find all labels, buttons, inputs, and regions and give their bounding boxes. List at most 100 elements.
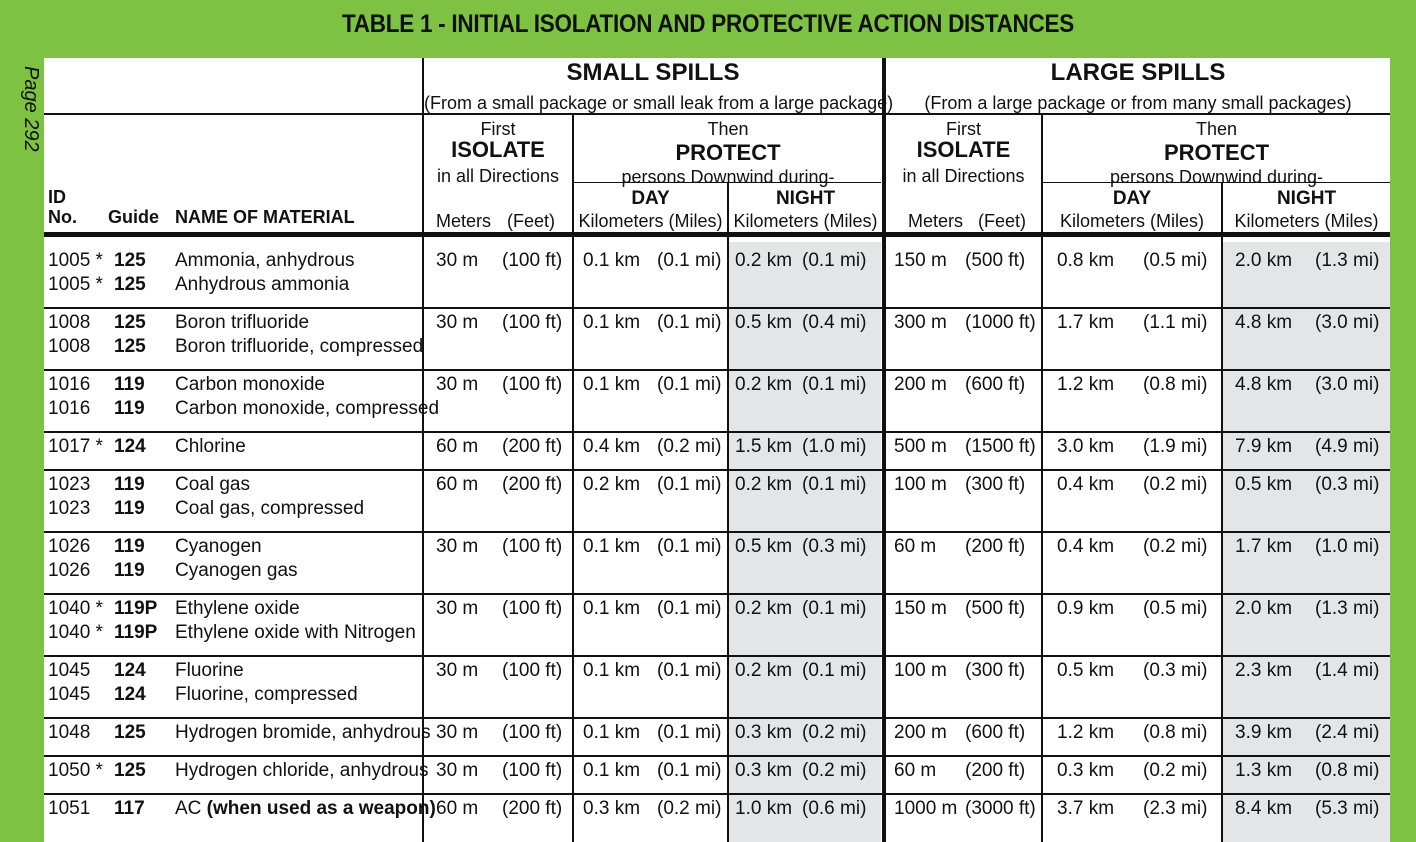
- large-day-km: 1.2 km: [1057, 722, 1115, 743]
- small-night-miles: (0.4 mi): [802, 312, 867, 333]
- small-day-miles: (0.1 mi): [657, 474, 722, 495]
- row-divider: [44, 793, 1390, 795]
- large-spills-subtitle: (From a large package or from many small…: [924, 93, 1352, 113]
- small-day-header: DAY: [631, 188, 670, 209]
- large-isolate-feet: (600 ft): [965, 722, 1026, 743]
- col-rule-small-isolate: [572, 115, 574, 842]
- large-night-km: 1.3 km: [1235, 760, 1293, 781]
- large-night-miles: (2.4 mi): [1315, 722, 1380, 743]
- small-night-miles: (0.1 mi): [802, 660, 867, 681]
- large-day-km: 1.2 km: [1057, 374, 1115, 395]
- small-isolate-feet: (200 ft): [502, 474, 563, 495]
- material-id: 1026: [48, 536, 91, 557]
- small-night-km: 0.3 km: [735, 760, 793, 781]
- row-divider: [44, 717, 1390, 719]
- large-night-km: 2.0 km: [1235, 250, 1293, 271]
- large-protect-rule: [1043, 182, 1390, 183]
- row-divider: [44, 755, 1390, 757]
- large-night-miles: (5.3 mi): [1315, 798, 1380, 819]
- guide-header: Guide: [108, 207, 160, 227]
- small-isolate-feet: (100 ft): [502, 312, 563, 333]
- material-id: 1040 *: [48, 598, 103, 619]
- large-isolate-feet: (200 ft): [965, 536, 1026, 557]
- small-isolate-meters: 60 m: [436, 436, 479, 457]
- large-day-header: DAY: [1112, 188, 1152, 209]
- col-rule-small-large: [882, 58, 886, 842]
- small-night-shade: [728, 242, 881, 842]
- guide-number: 125: [114, 250, 146, 271]
- small-persons-downwind: persons Downwind during-: [621, 167, 835, 187]
- small-day-km: 0.1 km: [583, 660, 641, 681]
- small-night-miles: (0.2 mi): [802, 722, 867, 743]
- large-day-miles: (1.9 mi): [1143, 436, 1208, 457]
- large-isolate-meters: 100 m: [894, 474, 947, 495]
- small-day-miles: (0.1 mi): [657, 374, 722, 395]
- large-isolate-meters: 200 m: [894, 722, 947, 743]
- large-isolate-feet: (500 ft): [965, 250, 1026, 271]
- small-night-miles: (0.6 mi): [802, 798, 867, 819]
- material-name: Carbon monoxide: [175, 374, 325, 395]
- small-night-km: 0.3 km: [735, 722, 793, 743]
- small-meters-header: Meters: [436, 211, 492, 231]
- col-rule-large-day: [1221, 182, 1223, 842]
- large-day-km: 3.7 km: [1057, 798, 1115, 819]
- small-isolate: ISOLATE: [451, 137, 545, 162]
- small-isolate-meters: 60 m: [436, 474, 479, 495]
- large-day-km: 0.5 km: [1057, 660, 1115, 681]
- material-name: Anhydrous ammonia: [175, 274, 350, 295]
- material-name: Boron trifluoride: [175, 312, 310, 333]
- large-night-miles: (1.3 mi): [1315, 598, 1380, 619]
- small-night-units: Kilometers (Miles): [733, 211, 878, 231]
- header-rule-top: [44, 113, 1390, 115]
- small-day-miles: (0.2 mi): [657, 436, 722, 457]
- small-night-miles: (0.2 mi): [802, 760, 867, 781]
- material-name-note: (when used as a weapon): [201, 798, 436, 819]
- large-day-km: 0.8 km: [1057, 250, 1115, 271]
- small-isolate-meters: 30 m: [436, 598, 479, 619]
- small-isolate-meters: 30 m: [436, 660, 479, 681]
- small-isolate-meters: 30 m: [436, 536, 479, 557]
- row-divider: [44, 307, 1390, 309]
- small-day-km: 0.1 km: [583, 536, 641, 557]
- col-rule-small-day: [727, 182, 729, 842]
- small-night-miles: (0.1 mi): [802, 374, 867, 395]
- guide-number: 119: [114, 498, 145, 519]
- small-day-km: 0.1 km: [583, 374, 641, 395]
- large-night-km: 4.8 km: [1235, 312, 1293, 333]
- material-id: 1005 *: [48, 250, 103, 271]
- large-day-miles: (0.2 mi): [1143, 536, 1208, 557]
- small-isolate-meters: 30 m: [436, 722, 479, 743]
- large-night-km: 4.8 km: [1235, 374, 1293, 395]
- small-day-km: 0.1 km: [583, 598, 641, 619]
- small-feet-header: (Feet): [507, 211, 556, 231]
- large-isolate-meters: 200 m: [894, 374, 947, 395]
- guide-number: 117: [114, 798, 145, 819]
- distance-table: ID No. Guide NAME OF MATERIAL SMALL SPIL…: [44, 58, 1390, 842]
- large-night-miles: (3.0 mi): [1315, 312, 1380, 333]
- large-night-miles: (1.0 mi): [1315, 536, 1380, 557]
- material-name: Coal gas, compressed: [175, 498, 365, 519]
- small-isolate-feet: (200 ft): [502, 798, 563, 819]
- large-isolate-feet: (300 ft): [965, 660, 1026, 681]
- large-all-directions: in all Directions: [902, 166, 1025, 186]
- small-night-header: NIGHT: [775, 188, 836, 209]
- small-night-km: 0.5 km: [735, 536, 793, 557]
- large-day-miles: (0.8 mi): [1143, 374, 1208, 395]
- material-name: Hydrogen chloride, anhydrous: [175, 760, 429, 781]
- material-name: Ethylene oxide with Nitrogen: [175, 622, 416, 643]
- small-day-km: 0.1 km: [583, 722, 641, 743]
- small-spills-subtitle: (From a small package or small leak from…: [424, 93, 894, 113]
- large-day-km: 0.9 km: [1057, 598, 1115, 619]
- guide-number: 124: [114, 436, 146, 457]
- large-isolate-feet: (300 ft): [965, 474, 1026, 495]
- material-name: AC (when used as a weapon): [175, 798, 436, 819]
- small-isolate-meters: 30 m: [436, 374, 479, 395]
- small-isolate-meters: 60 m: [436, 798, 479, 819]
- header-rule-bottom: [44, 232, 1390, 237]
- large-isolate-feet: (500 ft): [965, 598, 1026, 619]
- large-then: Then: [1195, 119, 1238, 139]
- large-day-miles: (0.5 mi): [1143, 598, 1208, 619]
- large-persons-downwind: persons Downwind during-: [1109, 167, 1324, 187]
- small-night-km: 0.2 km: [735, 474, 793, 495]
- material-name: Cyanogen gas: [175, 560, 298, 581]
